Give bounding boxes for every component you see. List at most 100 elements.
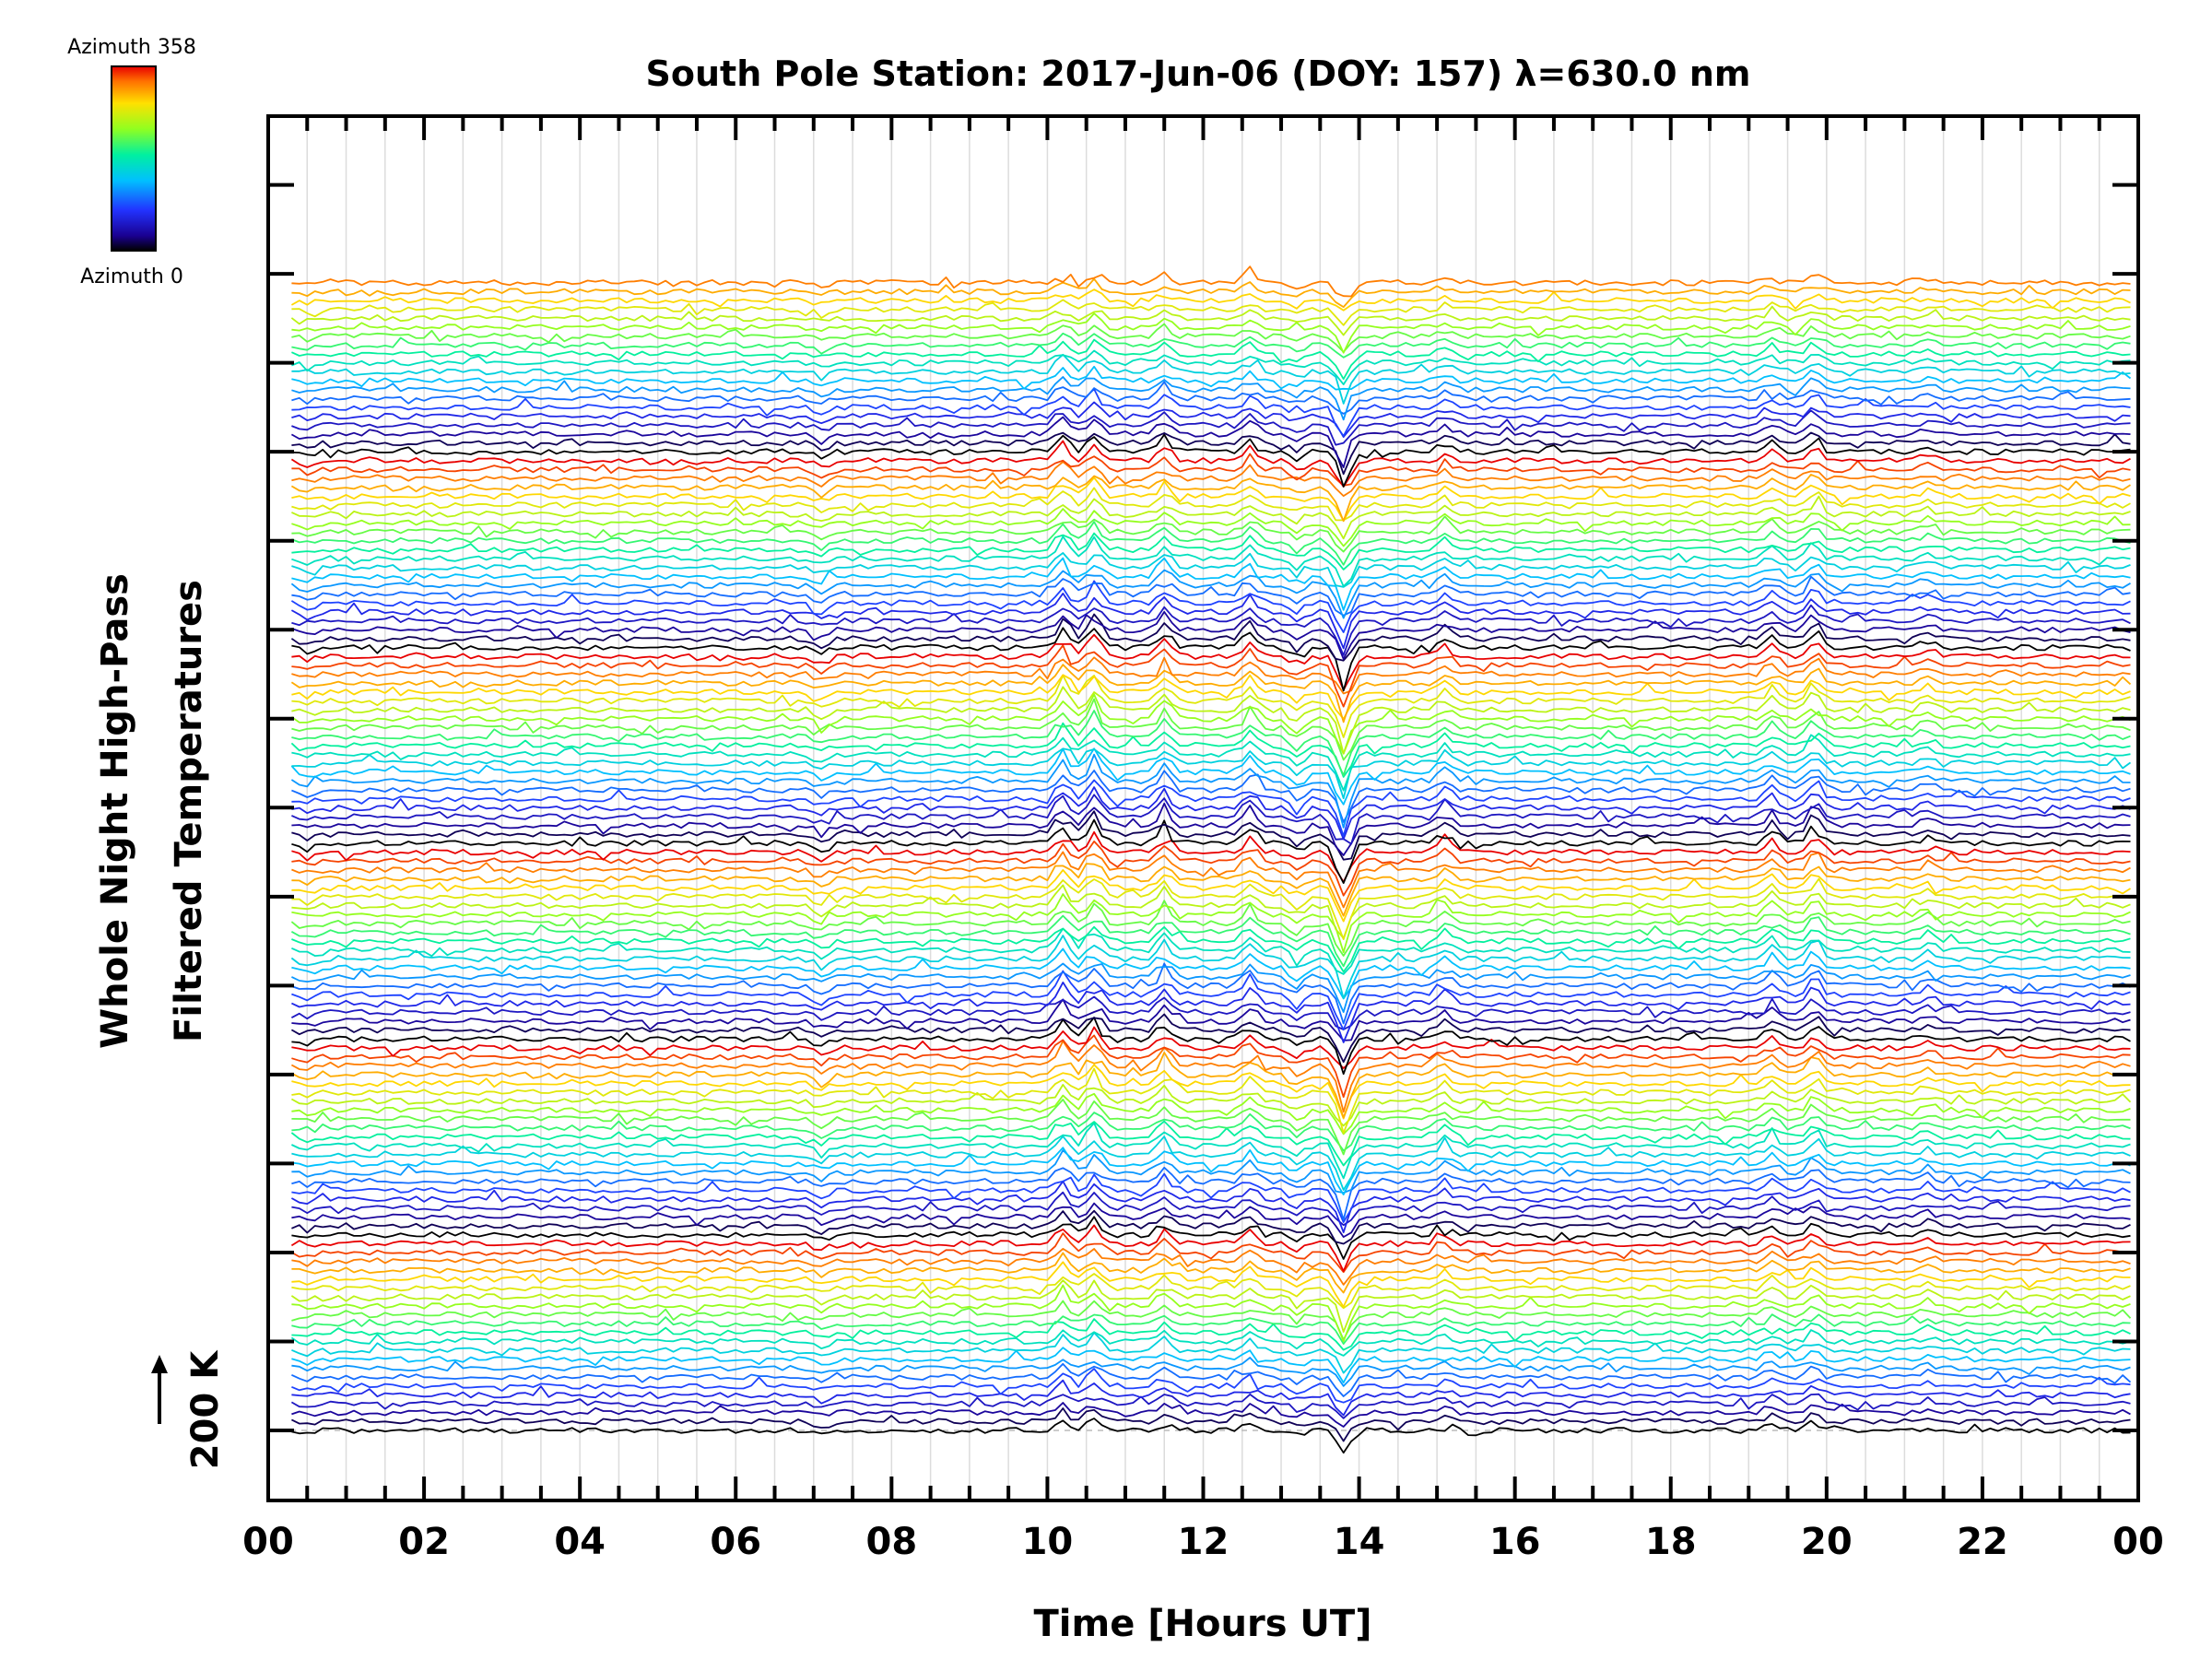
series-line bbox=[291, 332, 2131, 359]
series-line bbox=[291, 794, 2131, 845]
series-line bbox=[291, 1202, 2131, 1238]
series-line bbox=[291, 1064, 2131, 1120]
x-tick-label: 14 bbox=[1334, 1521, 1385, 1563]
x-tick-labels: 00 02 04 06 08 10 12 14 16 18 20 22 00 bbox=[242, 1521, 2164, 1563]
series-line bbox=[291, 1261, 2131, 1308]
series-line bbox=[291, 349, 2131, 386]
series-line bbox=[291, 1368, 2131, 1404]
x-tick-label: 22 bbox=[1957, 1521, 2008, 1563]
series-line bbox=[290, 1013, 2131, 1064]
series-line bbox=[291, 1191, 2131, 1227]
series-line bbox=[290, 1279, 2131, 1333]
series-line bbox=[291, 830, 2131, 883]
x-tick-label: 18 bbox=[1645, 1521, 1697, 1563]
series-line bbox=[291, 1135, 2131, 1191]
series-line bbox=[291, 962, 2131, 1025]
series-line bbox=[291, 409, 2131, 446]
series-line bbox=[291, 962, 2131, 1013]
series-line bbox=[290, 1052, 2131, 1119]
series-line bbox=[290, 1224, 2131, 1273]
chart-title: South Pole Station: 2017-Jun-06 (DOY: 15… bbox=[646, 53, 1751, 94]
series-line bbox=[291, 710, 2131, 777]
series-line bbox=[291, 611, 2131, 660]
series-line bbox=[291, 1284, 2131, 1343]
series-line bbox=[291, 1357, 2131, 1387]
series-line bbox=[291, 1402, 2131, 1428]
series-line bbox=[291, 1332, 2131, 1374]
series-line bbox=[290, 995, 2131, 1030]
series-line bbox=[290, 747, 2131, 806]
series-line bbox=[291, 1092, 2131, 1135]
series-line bbox=[291, 1112, 2131, 1152]
series-line bbox=[291, 508, 2131, 547]
series-lines bbox=[290, 265, 2132, 1454]
series-line bbox=[291, 401, 2131, 439]
series-line bbox=[291, 1149, 2131, 1194]
series-line bbox=[291, 277, 2131, 309]
series-line bbox=[290, 1393, 2131, 1419]
series-line bbox=[291, 734, 2131, 792]
y-axis-label-line1: Whole Night High-Pass bbox=[94, 573, 136, 1049]
series-line bbox=[291, 353, 2131, 405]
series-line bbox=[291, 1099, 2131, 1156]
colorbar-bottom-label: Azimuth 0 bbox=[80, 265, 183, 288]
x-ticks bbox=[266, 116, 2140, 1500]
series-line bbox=[291, 1362, 2132, 1397]
series-line bbox=[291, 338, 2131, 381]
series-line bbox=[291, 970, 2131, 1031]
series-line bbox=[290, 1180, 2131, 1233]
series-line bbox=[291, 265, 2131, 298]
series-line bbox=[291, 1026, 2131, 1069]
series-line bbox=[291, 810, 2131, 861]
series-line bbox=[290, 569, 2131, 619]
series-line bbox=[291, 1313, 2131, 1345]
series-line bbox=[291, 312, 2131, 354]
series-line bbox=[291, 515, 2131, 553]
x-tick-label: 16 bbox=[1489, 1521, 1541, 1563]
series-line bbox=[290, 416, 2131, 469]
series-line bbox=[291, 521, 2131, 566]
series-line bbox=[291, 863, 2131, 917]
series-line bbox=[290, 1232, 2131, 1274]
series-line bbox=[291, 1318, 2131, 1351]
y-ticks bbox=[268, 182, 2138, 1432]
series-line bbox=[290, 1084, 2132, 1127]
series-line bbox=[291, 927, 2131, 975]
x-tick-label: 00 bbox=[2112, 1521, 2164, 1563]
series-line bbox=[290, 914, 2131, 968]
series-line bbox=[291, 877, 2131, 940]
series-line bbox=[291, 1209, 2131, 1245]
series-line bbox=[291, 1248, 2131, 1286]
series-line bbox=[290, 935, 2131, 1000]
series-line bbox=[290, 305, 2131, 336]
series-line bbox=[291, 1300, 2132, 1341]
series-line bbox=[290, 613, 2131, 662]
x-tick-label: 12 bbox=[1178, 1521, 1230, 1563]
series-line bbox=[291, 802, 2131, 856]
series-line bbox=[290, 1120, 2131, 1167]
series-line bbox=[291, 487, 2131, 522]
series-line bbox=[291, 495, 2131, 540]
series-line bbox=[291, 323, 2131, 353]
scale-arrow-head bbox=[151, 1355, 168, 1373]
series-line bbox=[291, 1147, 2131, 1195]
series-line bbox=[291, 365, 2132, 391]
series-line bbox=[291, 747, 2132, 800]
series-line bbox=[291, 786, 2131, 841]
series-line bbox=[291, 575, 2131, 617]
series-line bbox=[291, 1347, 2131, 1383]
series-line bbox=[291, 552, 2131, 588]
x-tick-label: 04 bbox=[554, 1521, 606, 1563]
series-line bbox=[291, 433, 2131, 488]
series-line bbox=[291, 674, 2131, 720]
x-tick-label: 02 bbox=[398, 1521, 450, 1563]
series-line bbox=[291, 453, 2131, 487]
series-line bbox=[291, 532, 2131, 571]
series-line bbox=[291, 633, 2131, 691]
series-line bbox=[291, 535, 2131, 588]
series-line bbox=[291, 1216, 2131, 1260]
series-line bbox=[291, 656, 2131, 695]
series-line bbox=[291, 1166, 2131, 1221]
series-line bbox=[291, 461, 2131, 497]
